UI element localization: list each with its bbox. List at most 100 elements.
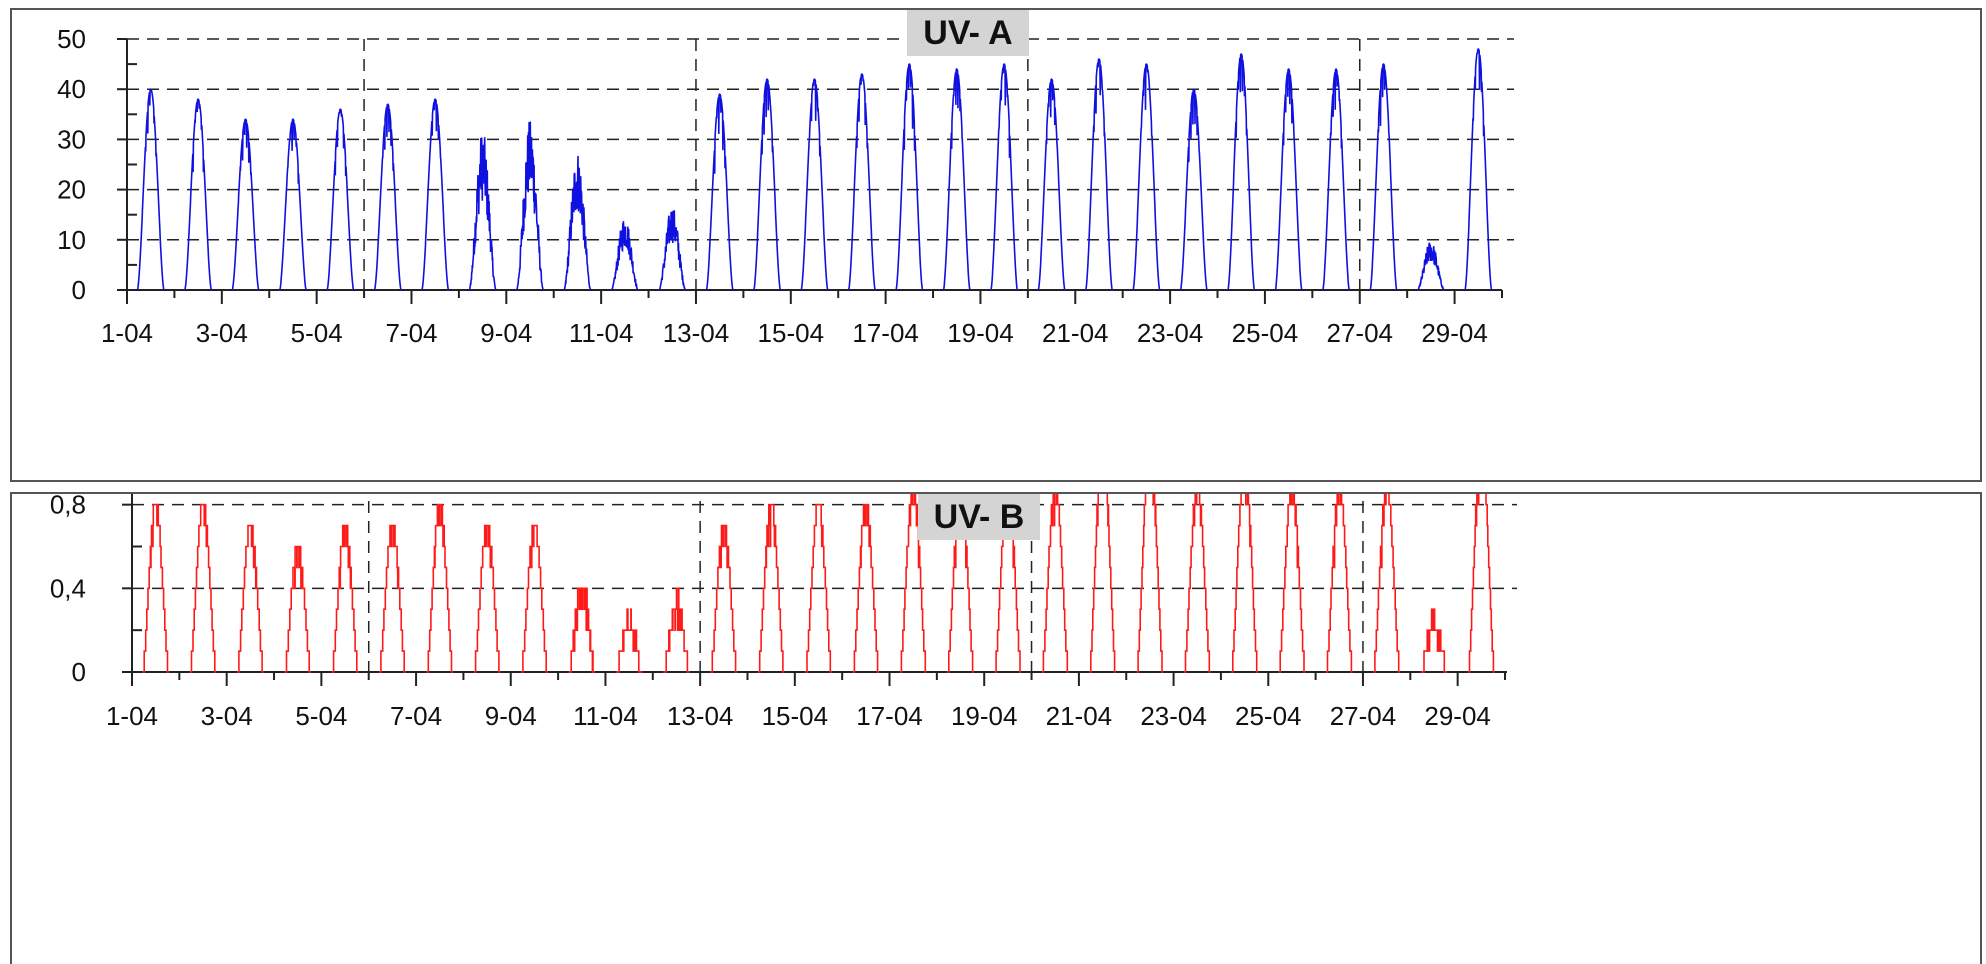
uva-x-tick-label: 7-04 [385, 318, 437, 348]
uvb-day-curve-3-04 [237, 524, 264, 673]
uvb-day-curve-23-04 [1184, 494, 1211, 673]
uva-x-tick-label: 13-04 [663, 318, 730, 348]
uva-x-tick-label: 3-04 [196, 318, 248, 348]
uva-chart-panel: 0 10 20 30 40 50 1-04 3-04 5-04 7-04 9-04 11-04 13-0… [10, 8, 1982, 482]
uva-day-curve-8-04 [468, 137, 497, 291]
uvb-y-tick-label: 0,4 [50, 573, 86, 603]
uvb-chart-panel: 00,40,81,21-043-045-047-049-0411-0413-04… [10, 492, 1982, 964]
uva-day-curve-16-04 [847, 72, 876, 291]
uvb-day-curve-20-04 [1042, 494, 1069, 673]
uva-x-tick-label: 19-04 [947, 318, 1014, 348]
uva-day-curve-1-04 [136, 88, 165, 291]
uva-chart: 0 10 20 30 40 50 1-04 3-04 5-04 7-04 9-04 11-04 13-0… [57, 24, 1514, 348]
uva-x-tick-label: 29-04 [1421, 318, 1488, 348]
uva-series [136, 47, 1493, 291]
uva-day-curve-14-04 [753, 78, 782, 291]
uvb-day-curve-25-04 [1278, 494, 1306, 673]
uvb-day-curve-24-04 [1231, 494, 1258, 673]
uva-x-tick-label: 17-04 [852, 318, 919, 348]
uva-day-curve-25-04 [1274, 68, 1303, 291]
uvb-day-curve-21-04 [1089, 494, 1116, 673]
uva-gridlines [127, 38, 1514, 290]
uva-day-curve-17-04 [895, 63, 924, 291]
uvb-day-curve-13-04 [710, 524, 738, 673]
uvb-day-curve-14-04 [757, 503, 785, 673]
uvb-x-tick-label: 21-04 [1046, 701, 1113, 731]
uvb-x-tick-label: 11-04 [573, 701, 638, 731]
uvb-x-tick-label: 7-04 [390, 701, 442, 731]
uvb-day-curve-5-04 [331, 524, 359, 673]
uvb-x-tick-label: 1-04 [106, 701, 158, 731]
uvb-x-tick-label: 29-04 [1424, 701, 1491, 731]
uvb-day-curve-15-04 [805, 503, 832, 673]
uva-y-tick-label: 30 [57, 124, 86, 154]
uvb-day-curve-2-04 [189, 503, 217, 673]
uvb-x-tick-label: 23-04 [1140, 701, 1207, 731]
uva-x-tick-label: 9-04 [480, 318, 532, 348]
uvb-day-curve-26-04 [1326, 494, 1353, 673]
uvb-day-curve-28-04 [1420, 608, 1448, 673]
uvb-x-tick-label: 27-04 [1330, 701, 1397, 731]
uvb-x-tick-label: 9-04 [485, 701, 537, 731]
uva-day-curve-29-04 [1464, 47, 1493, 291]
uvb-chart: 00,40,81,21-043-045-047-049-0411-0413-04… [50, 494, 1517, 731]
uva-axes: 0 10 20 30 40 50 1-04 3-04 5-04 7-04 9-04 11-04 13-0… [57, 24, 1503, 348]
uva-day-curve-22-04 [1132, 63, 1161, 291]
uvb-series [142, 494, 1495, 673]
uvb-x-tick-label: 15-04 [762, 701, 829, 731]
uva-y-tick-label: 50 [57, 24, 86, 54]
uva-day-curve-3-04 [231, 118, 260, 291]
uva-day-curve-11-04 [611, 221, 639, 291]
uvb-axes: 00,40,81,21-043-045-047-049-0411-0413-04… [50, 494, 1507, 731]
uva-x-tick-label: 21-04 [1042, 318, 1109, 348]
uvb-day-curve-1-04 [142, 503, 169, 673]
uva-day-curve-27-04 [1369, 63, 1398, 291]
uva-day-curve-15-04 [800, 78, 829, 291]
uva-day-curve-12-04 [658, 210, 687, 291]
uvb-day-curve-8-04 [473, 524, 501, 673]
uva-day-curve-24-04 [1227, 53, 1256, 291]
uva-day-curve-23-04 [1179, 88, 1208, 291]
uva-day-curve-10-04 [563, 155, 592, 291]
uvb-day-curve-9-04 [521, 524, 548, 673]
uva-y-tick-label: 40 [57, 74, 86, 104]
uva-day-curve-7-04 [421, 98, 450, 291]
uva-x-tick-label: 15-04 [758, 318, 825, 348]
uvb-day-curve-4-04 [284, 545, 311, 673]
uvb-day-curve-18-04 [947, 494, 974, 673]
uva-x-tick-label: 11-04 [569, 318, 634, 348]
uva-day-curve-18-04 [942, 68, 971, 291]
uva-day-curve-6-04 [373, 103, 402, 291]
uvb-gridlines [132, 494, 1517, 672]
uvb-x-tick-label: 17-04 [856, 701, 923, 731]
uvb-day-curve-17-04 [899, 494, 927, 673]
uva-chart-title: UV- A [907, 10, 1029, 56]
uva-y-tick-label: 20 [57, 175, 86, 205]
uvb-day-curve-27-04 [1373, 494, 1400, 673]
uva-x-tick-label: 1-04 [101, 318, 153, 348]
uva-day-curve-2-04 [184, 98, 213, 291]
uva-day-curve-9-04 [515, 121, 544, 291]
uva-day-curve-4-04 [278, 118, 307, 291]
uva-day-curve-28-04 [1417, 242, 1445, 291]
uva-x-tick-label: 23-04 [1137, 318, 1204, 348]
uvb-day-curve-16-04 [852, 503, 880, 673]
uva-day-curve-5-04 [326, 108, 355, 291]
uvb-day-curve-29-04 [1468, 494, 1495, 673]
uvb-day-curve-11-04 [615, 608, 643, 673]
uvb-day-curve-6-04 [379, 524, 406, 673]
uvb-day-curve-19-04 [994, 494, 1022, 673]
uvb-x-tick-label: 25-04 [1235, 701, 1302, 731]
uva-day-curve-13-04 [705, 93, 734, 291]
uvb-x-tick-label: 3-04 [201, 701, 253, 731]
uva-day-curve-21-04 [1084, 58, 1114, 291]
uva-x-tick-label: 27-04 [1327, 318, 1394, 348]
uvb-day-curve-7-04 [426, 503, 453, 673]
uvb-x-tick-label: 5-04 [295, 701, 347, 731]
uva-day-curve-19-04 [990, 63, 1019, 291]
uvb-day-curve-22-04 [1136, 494, 1164, 673]
uva-y-tick-label: 10 [57, 225, 86, 255]
uvb-day-curve-10-04 [568, 587, 595, 673]
uvb-y-tick-label: 0,8 [50, 494, 86, 520]
uva-day-curve-26-04 [1322, 68, 1351, 291]
